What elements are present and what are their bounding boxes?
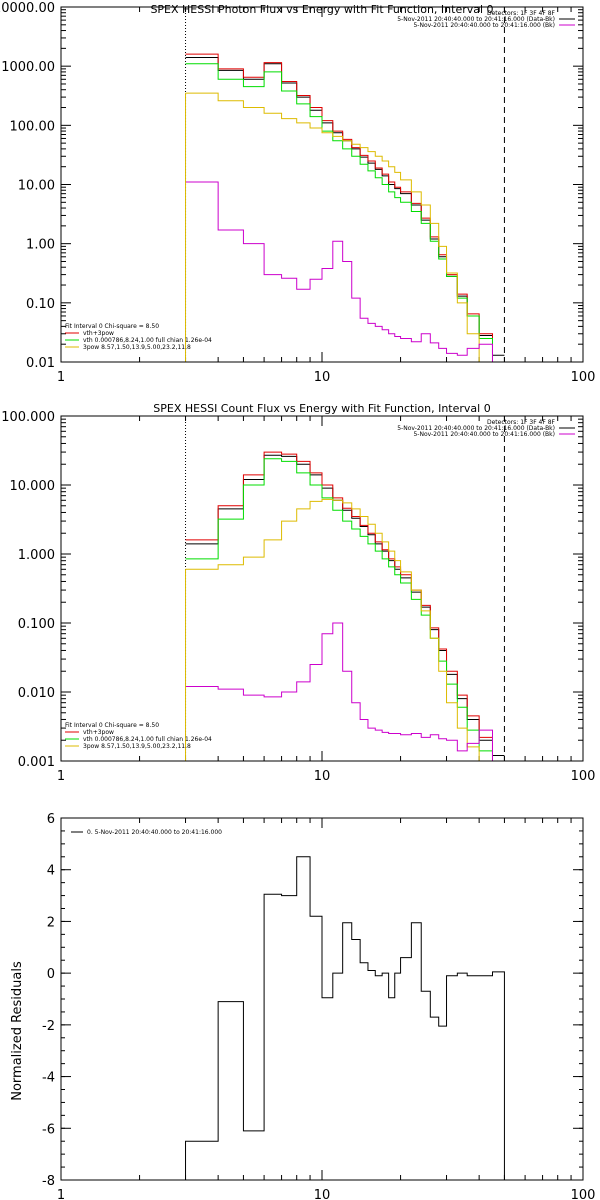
x-tick-label: 1: [57, 370, 65, 385]
legend-bottom-text: vth 0.000786,8.24,1.00 full chian 1.26e-…: [83, 736, 212, 743]
y-axis-label: Normalized Residuals: [10, 961, 25, 1101]
y-tick-label: 4: [47, 864, 55, 879]
legend-bottom-text: vth+3pow: [83, 330, 114, 337]
legend-top-text: 5-Nov-2011 20:40:40.000 to 20:41:16.000 …: [397, 16, 555, 23]
count-flux-chart: SPEX HESSI Count Flux vs Energy with Fit…: [1, 402, 596, 784]
legend-bottom-text: 3pow 8.57,1.50,13.9,5.00,23.2,11.8: [83, 344, 191, 351]
x-tick-label: 1: [57, 1188, 65, 1200]
y-tick-label: 10000.00: [0, 1, 55, 16]
legend-bottom-text: Fit Interval 0 Chi-square = 8.50: [65, 722, 159, 729]
legend-bottom-text: 3pow 8.57,1.50,13.9,5.00,23.2,11.8: [83, 743, 191, 750]
y-tick-label: -8: [42, 1174, 55, 1189]
y-tick-label: 1.00: [26, 238, 55, 253]
legend-text: 0. 5-Nov-2011 20:40:40.000 to 20:41:16.0…: [87, 829, 222, 836]
residuals-chart: 1 10 100 -8 -6 -4 -2 0 2 4 6 0. 5-Nov-2011 20:40:40…: [10, 812, 596, 1200]
series-step-line-0: [185, 57, 505, 356]
y-tick-label: 6: [47, 812, 55, 827]
series-step-line-0: [185, 454, 505, 757]
y-tick-label: -4: [42, 1071, 55, 1086]
legend-top-text: 5-Nov-2011 20:40:40.000 to 20:41:16.000 …: [397, 425, 555, 432]
x-tick-label: 10: [314, 1188, 331, 1200]
y-tick-label: 0.01: [26, 356, 55, 371]
series-step-line-4: [185, 181, 493, 362]
series-step-line-1: [185, 53, 505, 362]
series-step-line-3: [185, 498, 493, 761]
x-tick-label: 100: [571, 370, 596, 385]
series-step-line-0: [185, 856, 505, 1180]
legend-bottom-text: Fit Interval 0 Chi-square = 8.50: [65, 323, 159, 330]
x-tick-label: 100: [571, 769, 596, 784]
y-tick-label: -2: [42, 1019, 55, 1034]
y-tick-label: -6: [42, 1122, 55, 1137]
photon-flux-chart: SPEX HESSI Photon Flux vs Energy with Fi…: [0, 1, 596, 385]
y-tick-label: 0.010: [18, 686, 55, 701]
x-tick-label: 10: [314, 370, 331, 385]
y-tick-label: 0: [47, 967, 55, 982]
x-tick-label: 100: [571, 1188, 596, 1200]
y-tick-label: 2: [47, 915, 55, 930]
series-step-line-2: [185, 63, 505, 362]
plot-frame: [60, 6, 584, 363]
y-tick-label: 10.000: [10, 479, 56, 494]
y-tick-label: 1.000: [18, 548, 55, 563]
y-tick-label: 1000.00: [1, 60, 55, 75]
y-tick-label: 0.100: [18, 617, 55, 632]
series-step-line-4: [185, 622, 493, 761]
legend-bottom-text: vth 0.000786,8.24,1.00 full chian 1.26e-…: [83, 337, 212, 344]
plot-frame: [60, 415, 584, 762]
x-tick-label: 10: [314, 769, 331, 784]
legend-top-text: Detectors: 1F 3F 4F 8F: [487, 10, 556, 17]
series-step-line-1: [185, 451, 505, 761]
chart-title: SPEX HESSI Count Flux vs Energy with Fit…: [153, 402, 490, 415]
plot-frame: [60, 817, 584, 1181]
y-tick-label: 10.00: [18, 179, 55, 194]
series-step-line-3: [185, 92, 493, 362]
legend-top-text: 5-Nov-2011 20:40:40.000 to 20:41:16.000 …: [413, 22, 555, 29]
legend-top-text: 5-Nov-2011 20:40:40.000 to 20:41:16.000 …: [413, 431, 555, 438]
x-tick-label: 1: [57, 769, 65, 784]
y-tick-label: 0.001: [18, 755, 55, 770]
legend-bottom-text: vth+3pow: [83, 729, 114, 736]
legend-top-text: Detectors: 1F 3F 4F 8F: [487, 419, 556, 426]
y-tick-label: 100.000: [1, 410, 55, 425]
y-tick-label: 0.10: [26, 297, 55, 312]
y-tick-label: 100.00: [10, 119, 56, 134]
